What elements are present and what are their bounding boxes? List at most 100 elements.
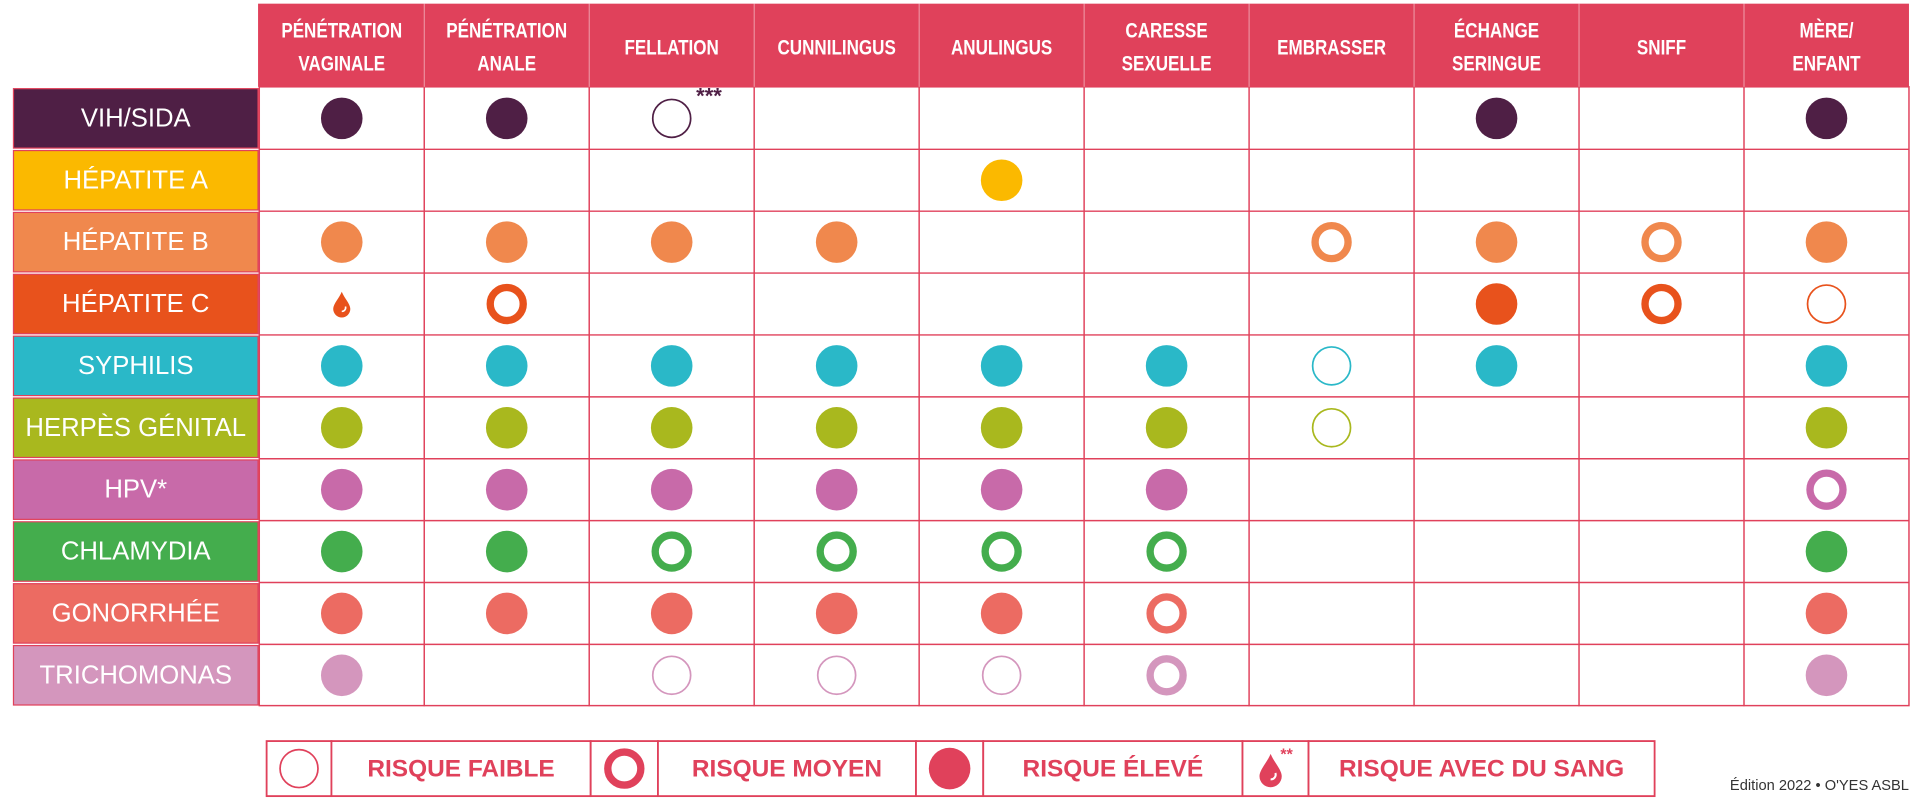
risk-medium [981, 531, 1022, 572]
risk-high [320, 530, 363, 573]
column-header: EMBRASSER [1277, 37, 1386, 60]
risk-high [485, 468, 528, 511]
column-header: ANALE [477, 53, 536, 76]
row-label-box [12, 88, 259, 149]
footer: Édition 2022 • O'YES ASBL [1730, 777, 1909, 794]
column-header: SNIFF [1637, 37, 1686, 60]
risk-high [980, 345, 1023, 387]
risk-high [650, 468, 693, 511]
risk-blood [333, 291, 351, 318]
risk-medium [1641, 283, 1682, 325]
legend-label-box [982, 740, 1244, 798]
risk-low [1311, 346, 1352, 386]
row-label-box [12, 273, 259, 335]
risk-high [320, 592, 363, 635]
risk-high [980, 406, 1023, 449]
drop-highlight [1270, 772, 1277, 781]
legend-label-box [657, 740, 917, 798]
risk-high [320, 221, 363, 263]
risk-high [320, 654, 363, 697]
risk-high [815, 592, 858, 635]
row-label: HPV* [104, 476, 167, 504]
cell-note: *** [696, 83, 722, 108]
risk-high [650, 592, 693, 635]
risk-high [1475, 221, 1518, 263]
risk-medium [486, 283, 527, 325]
column-header: ANULINGUS [951, 37, 1052, 60]
risk-low [279, 748, 319, 789]
risk-low [1806, 284, 1847, 324]
risk-low [816, 655, 857, 696]
risk-medium [1311, 221, 1352, 263]
risk-high [1805, 654, 1848, 697]
risk-high [1805, 530, 1848, 573]
column-header: SEXUELLE [1122, 53, 1212, 76]
risk-high [1475, 283, 1518, 325]
risk-medium [604, 748, 645, 789]
risk-high [1145, 406, 1188, 449]
risk-high [815, 345, 858, 387]
risk-high [1805, 221, 1848, 263]
risk-high [320, 468, 363, 511]
column-header: CARESSE [1125, 20, 1207, 43]
risk-low [651, 655, 692, 696]
risk-high [320, 97, 363, 140]
risk-high [1475, 97, 1518, 140]
risk-high [980, 592, 1023, 635]
risk-high [1805, 97, 1848, 140]
risk-high [1145, 468, 1188, 511]
legend-blood-icon [1259, 753, 1282, 788]
risk-high [928, 747, 971, 790]
row-label: VIH/SIDA [81, 104, 192, 132]
risk-low [981, 655, 1022, 696]
row-label: TRICHOMONAS [39, 661, 232, 689]
column-header: FELLATION [625, 37, 719, 60]
risk-high [1475, 345, 1518, 387]
column-header: MÈRE/ [1800, 19, 1855, 43]
row-label-box [12, 583, 259, 644]
risk-high [980, 159, 1023, 202]
risk-high [980, 468, 1023, 511]
row-label: SYPHILIS [78, 352, 194, 380]
column-header: ENFANT [1792, 53, 1861, 76]
risk-high [815, 221, 858, 263]
column-header: VAGINALE [298, 53, 385, 76]
risk-high [1805, 406, 1848, 449]
risk-medium [1641, 221, 1682, 263]
row-label: HERPÈS GÉNITAL [25, 413, 246, 442]
risk-high [650, 345, 693, 387]
risk-high [485, 530, 528, 573]
header-band [258, 3, 1909, 87]
risk-high [815, 406, 858, 449]
row-label: HÉPATITE B [63, 227, 209, 256]
row-label: GONORRHÉE [52, 598, 220, 627]
risk-medium [651, 531, 692, 572]
legend-label: RISQUE AVEC DU SANG [1339, 755, 1624, 782]
risk-high [815, 468, 858, 511]
column-header: PÉNÉTRATION [446, 19, 567, 43]
risk-high [1805, 592, 1848, 635]
drop-highlight [341, 306, 347, 313]
row-label: CHLAMYDIA [61, 538, 212, 566]
risk-high [485, 221, 528, 263]
row-label-box [12, 521, 259, 582]
legend-label: RISQUE ÉLEVÉ [1023, 754, 1204, 782]
column-header: PÉNÉTRATION [281, 19, 402, 43]
risk-high [485, 592, 528, 635]
legend-label: RISQUE FAIBLE [367, 755, 554, 782]
risk-high [320, 345, 363, 387]
risk-high [650, 221, 693, 263]
risk-medium [816, 531, 857, 572]
row-label-box [12, 335, 259, 397]
risk-low [651, 98, 692, 139]
risk-medium [1806, 469, 1847, 510]
risk-high [1805, 345, 1848, 387]
risk-high [485, 97, 528, 140]
row-label-box [12, 149, 259, 211]
legend-note: ** [1280, 746, 1293, 763]
row-label-box [12, 459, 259, 520]
row-label-box [12, 397, 259, 459]
legend-label-box [1307, 740, 1656, 798]
row-label: HÉPATITE C [62, 289, 209, 318]
